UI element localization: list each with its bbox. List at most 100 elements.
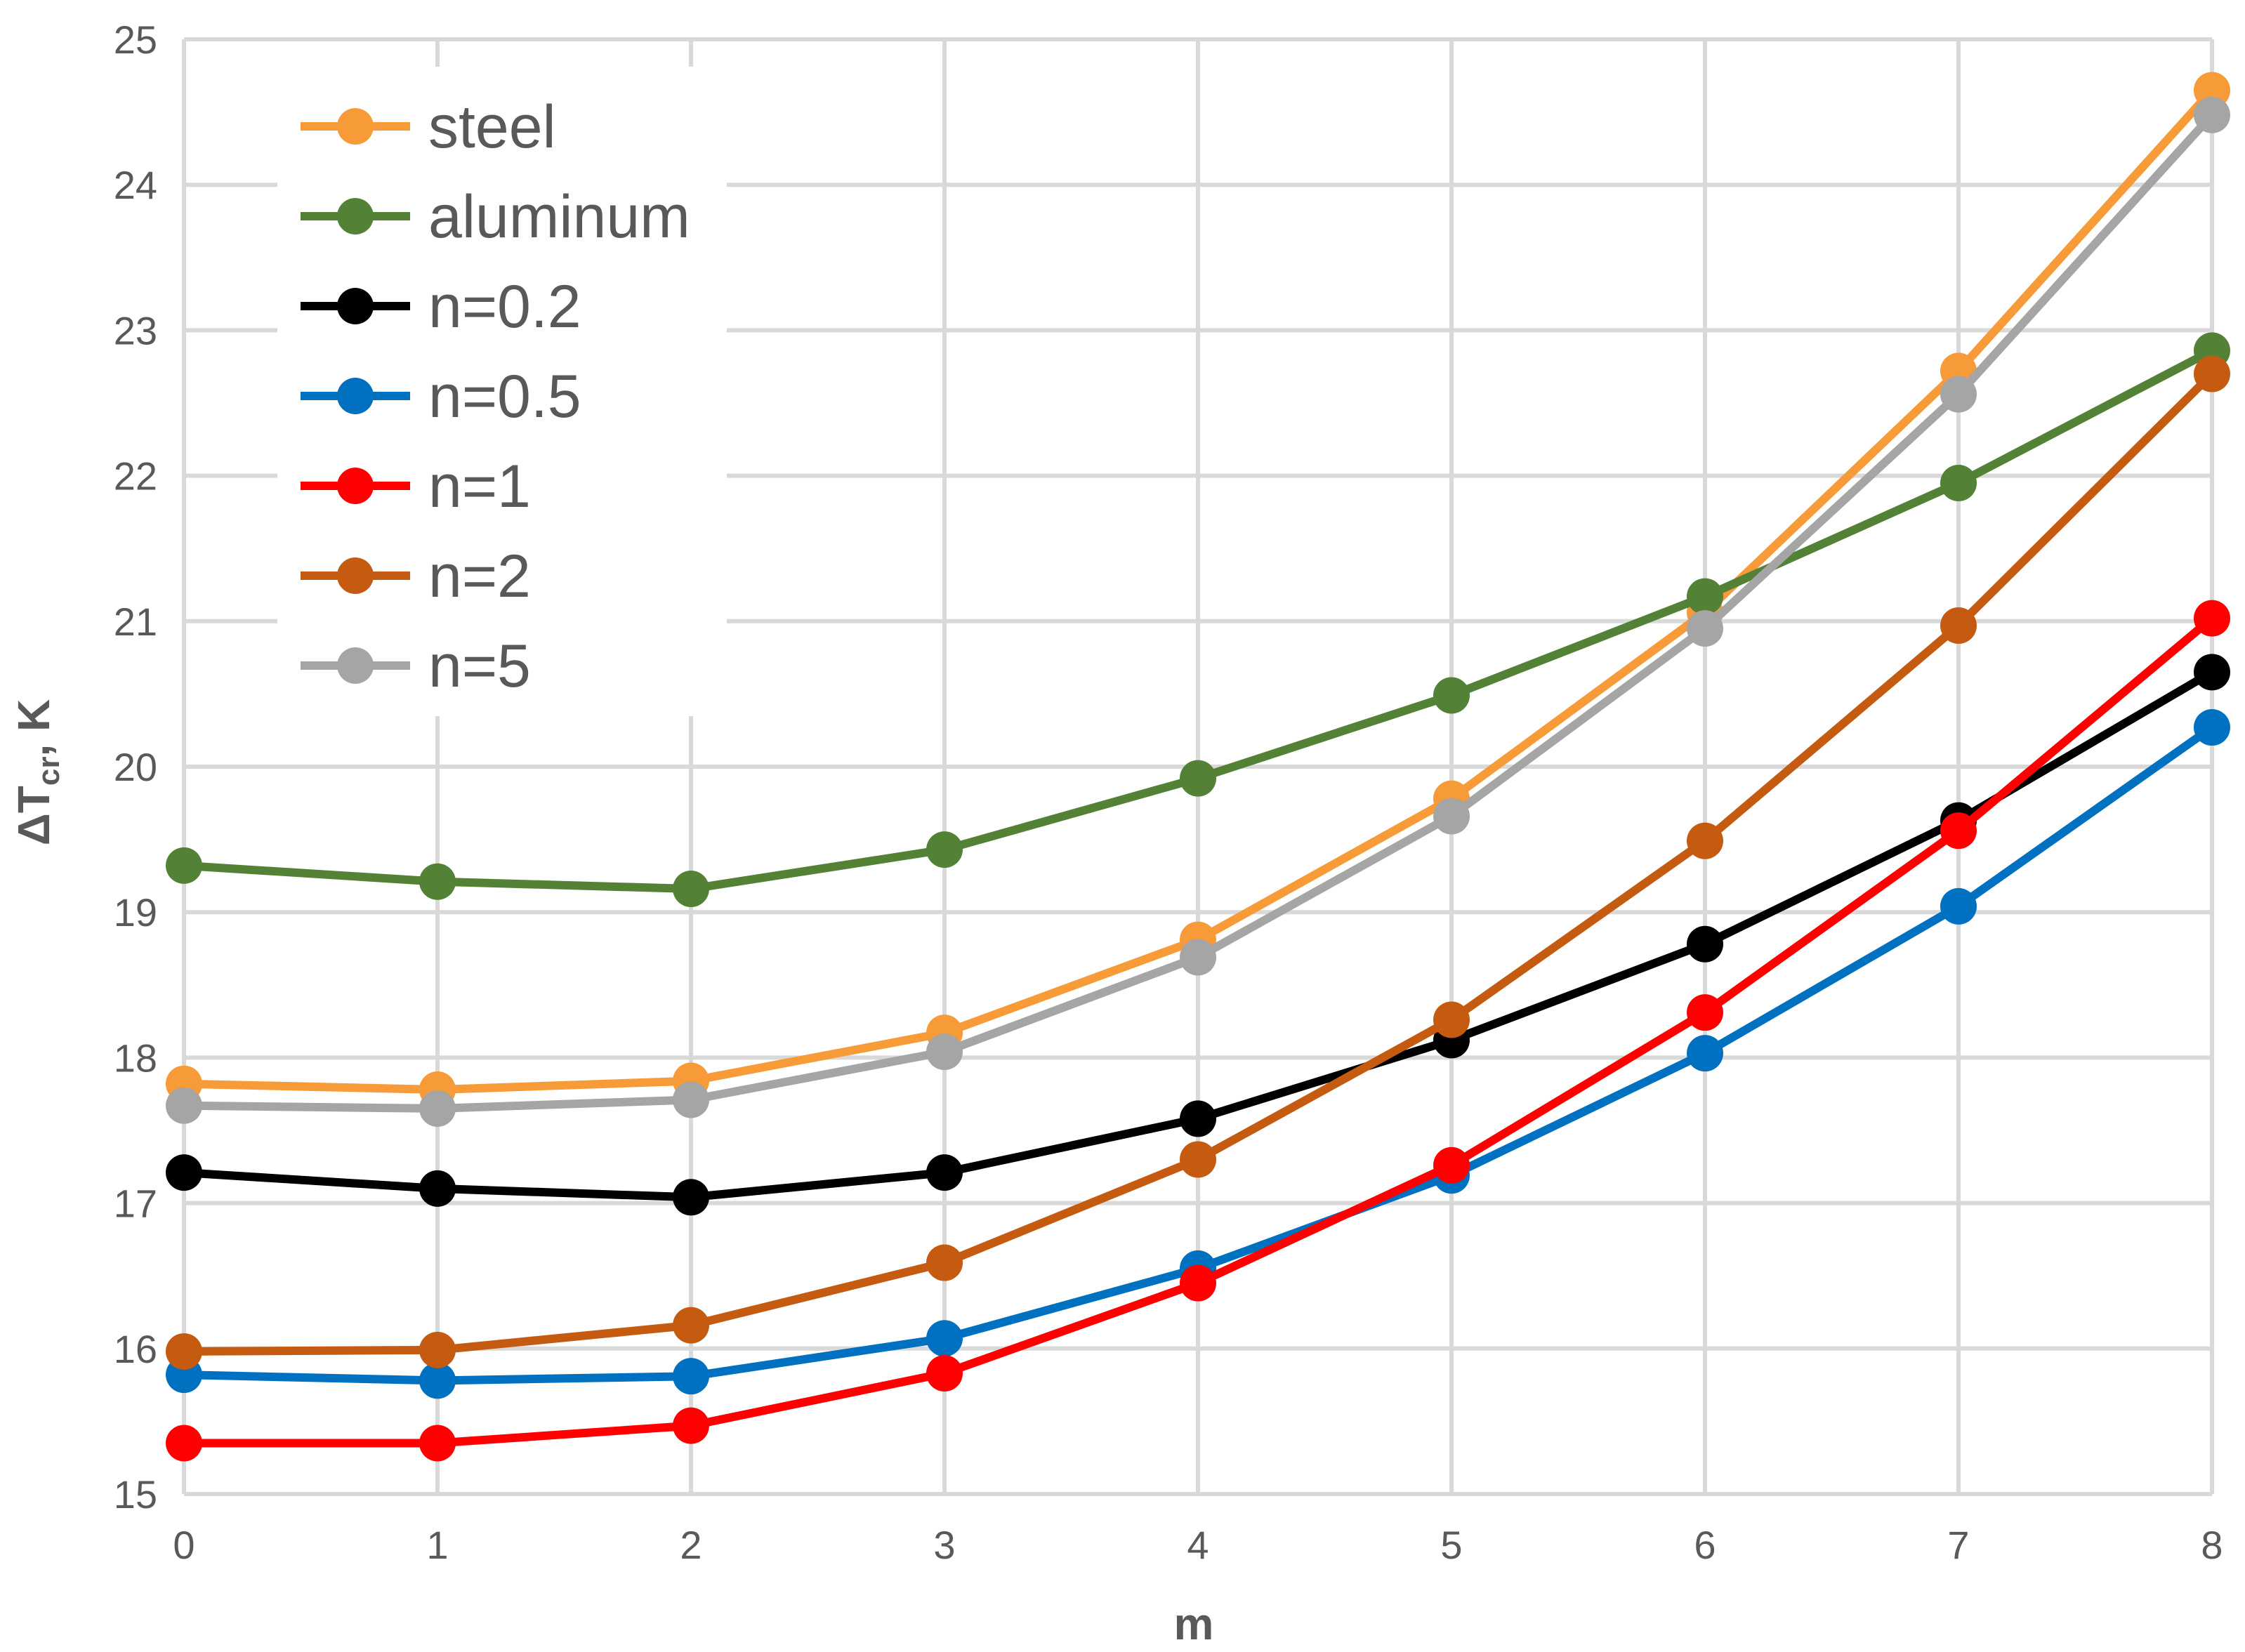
- data-point: [1687, 994, 1723, 1031]
- data-point: [1433, 677, 1470, 714]
- legend-label: n=0.5: [428, 363, 581, 430]
- data-point: [2194, 600, 2230, 637]
- legend-label: n=2: [428, 543, 531, 610]
- y-tick-label: 23: [114, 308, 157, 352]
- legend-item: n=2: [301, 543, 531, 610]
- data-point: [1687, 578, 1723, 615]
- x-axis-title: m: [1174, 1599, 1214, 1649]
- data-point: [673, 871, 709, 908]
- data-point: [166, 1154, 202, 1191]
- data-point: [1180, 760, 1216, 797]
- data-point: [2194, 355, 2230, 392]
- data-point: [166, 847, 202, 884]
- data-point: [419, 1362, 456, 1399]
- legend-item: aluminum: [301, 183, 690, 251]
- x-tick-label: 5: [1440, 1523, 1462, 1567]
- data-point: [926, 831, 963, 868]
- series-aluminum: [166, 332, 2230, 908]
- y-tick-label: 24: [114, 163, 157, 207]
- x-tick-label: 6: [1694, 1523, 1716, 1567]
- y-tick-label: 17: [114, 1182, 157, 1226]
- data-point: [926, 1355, 963, 1392]
- legend-label: n=5: [428, 633, 531, 700]
- series-lines: [166, 72, 2230, 1462]
- x-tick-label: 0: [173, 1523, 195, 1567]
- data-point: [166, 1425, 202, 1462]
- data-point: [1687, 925, 1723, 963]
- data-point: [926, 1154, 963, 1191]
- data-point: [2194, 96, 2230, 133]
- x-tick-label: 3: [933, 1523, 955, 1567]
- legend-label: steel: [428, 93, 556, 161]
- data-point: [1180, 1100, 1216, 1137]
- legend-label: n=0.2: [428, 273, 581, 341]
- y-tick-label: 16: [114, 1327, 157, 1371]
- data-point: [1940, 812, 1977, 850]
- y-tick-label: 20: [114, 745, 157, 789]
- data-point: [673, 1358, 709, 1395]
- y-tick-label: 19: [114, 890, 157, 934]
- y-axis-title-subscript: cr: [32, 757, 66, 786]
- legend-marker: [337, 647, 374, 684]
- data-point: [1433, 798, 1470, 835]
- series-n=2: [166, 355, 2230, 1370]
- x-tick-label: 8: [2201, 1523, 2223, 1567]
- data-point: [926, 1244, 963, 1281]
- data-point: [1687, 610, 1723, 647]
- data-point: [1940, 464, 1977, 501]
- legend-label: n=1: [428, 453, 531, 520]
- legend-marker: [337, 557, 374, 594]
- data-point: [673, 1081, 709, 1118]
- legend-item: steel: [301, 93, 556, 161]
- x-tick-label: 4: [1187, 1523, 1209, 1567]
- legend-marker: [337, 288, 374, 324]
- legend-item: n=5: [301, 633, 531, 700]
- data-point: [1433, 1147, 1470, 1184]
- data-point: [926, 1033, 963, 1071]
- data-point: [673, 1407, 709, 1444]
- data-point: [1687, 822, 1723, 859]
- data-point: [673, 1307, 709, 1344]
- legend-marker: [337, 198, 374, 234]
- legend-marker: [337, 108, 374, 145]
- legend-item: n=0.2: [301, 273, 581, 341]
- data-point: [166, 1333, 202, 1370]
- data-point: [419, 1170, 456, 1207]
- y-axis-title-suffix: , K: [8, 699, 59, 757]
- series-n=1: [166, 600, 2230, 1462]
- data-point: [673, 1179, 709, 1216]
- x-tick-label: 7: [1947, 1523, 1969, 1567]
- data-point: [1940, 887, 1977, 925]
- data-point: [2194, 654, 2230, 691]
- legend-label: aluminum: [428, 183, 690, 251]
- legend-item: n=1: [301, 453, 531, 520]
- y-tick-label: 21: [114, 600, 157, 644]
- data-point: [1180, 1141, 1216, 1178]
- y-axis-title-main: ΔT: [8, 786, 59, 845]
- data-point: [419, 863, 456, 900]
- y-tick-label: 18: [114, 1036, 157, 1080]
- data-point: [1687, 1035, 1723, 1072]
- y-tick-label: 22: [114, 454, 157, 498]
- series-n=5: [166, 96, 2230, 1127]
- data-point: [419, 1090, 456, 1127]
- data-point: [1940, 607, 1977, 645]
- data-point: [926, 1320, 963, 1357]
- data-point: [419, 1425, 456, 1462]
- y-tick-label: 15: [114, 1472, 157, 1516]
- data-point: [166, 1087, 202, 1124]
- data-point: [1180, 1264, 1216, 1302]
- data-point: [1433, 1001, 1470, 1038]
- legend-item: n=0.5: [301, 363, 581, 430]
- data-point: [1940, 376, 1977, 413]
- y-tick-label: 25: [114, 18, 157, 62]
- y-axis-title: ΔTcr, K: [8, 699, 66, 845]
- data-point: [419, 1331, 456, 1368]
- legend: steel aluminum n=0.2 n=0.5 n=1 n=2 n=5: [277, 67, 727, 716]
- series-n=0.2: [166, 654, 2230, 1216]
- data-point: [2194, 709, 2230, 746]
- legend-marker: [337, 378, 374, 414]
- legend-marker: [337, 468, 374, 504]
